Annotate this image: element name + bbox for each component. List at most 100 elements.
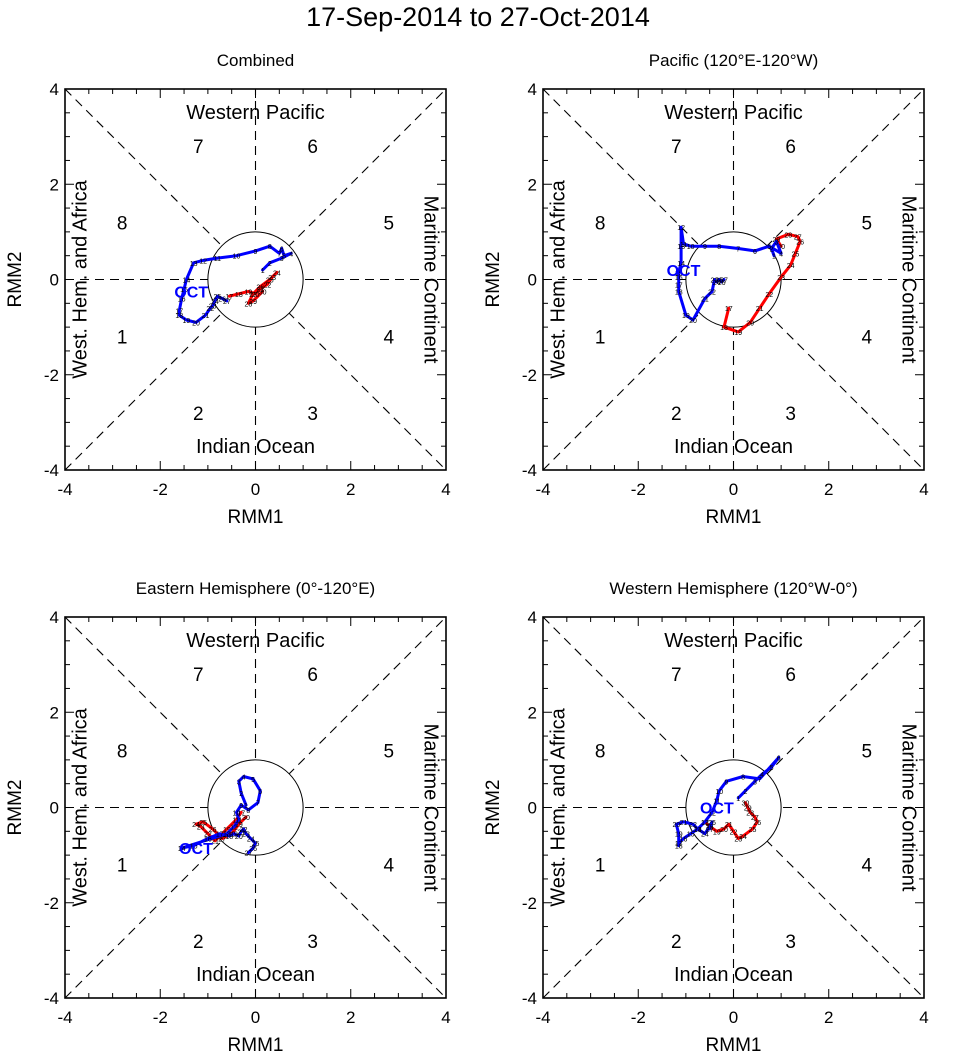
day-label: 7 — [277, 251, 281, 258]
day-label: 11 — [235, 817, 242, 824]
day-label: 9 — [703, 244, 707, 251]
region-label-top: Western Pacific — [664, 102, 803, 124]
phase-number-1: 1 — [595, 328, 606, 349]
phase-number-2: 2 — [671, 932, 682, 953]
day-label: 23 — [268, 275, 276, 282]
day-label: 21 — [202, 313, 210, 320]
phase-number-4: 4 — [384, 856, 395, 877]
day-label: 17 — [175, 308, 183, 315]
y-tick-label: -2 — [522, 366, 537, 385]
series-line-september — [722, 232, 802, 334]
region-label-top: Western Pacific — [186, 102, 325, 124]
x-axis-label: RMM1 — [706, 1035, 762, 1056]
phase-number-4: 4 — [384, 328, 395, 349]
day-label: 26 — [256, 285, 264, 292]
region-label-right: Maritime Continent — [898, 196, 920, 364]
day-label: 19 — [675, 832, 683, 839]
day-label: 25 — [266, 278, 274, 285]
y-tick-label: -2 — [44, 366, 59, 385]
day-label: 8 — [741, 775, 745, 782]
phase-number-3: 3 — [307, 932, 318, 953]
day-label: 15 — [675, 270, 683, 277]
day-label: 13 — [223, 832, 231, 839]
day-label: 11 — [680, 242, 687, 249]
day-label: 20 — [689, 318, 697, 325]
day-label: 23 — [197, 825, 205, 832]
day-label: 18 — [175, 313, 183, 320]
x-tick-label: 2 — [346, 480, 355, 499]
day-label: 16 — [680, 836, 688, 843]
day-label: 17 — [216, 832, 224, 839]
day-label: 13 — [701, 820, 709, 827]
x-tick-label: -4 — [57, 1008, 72, 1027]
day-label: 17 — [725, 306, 733, 313]
day-label: 10 — [687, 244, 695, 251]
day-label: 16 — [204, 836, 212, 843]
month-label-oct: OCT — [700, 801, 734, 818]
chart-title: Western Hemisphere (120°W-0°) — [609, 579, 857, 598]
y-axis-label: RMM2 — [483, 780, 504, 836]
chart-eastern-hemisphere: Eastern Hemisphere (0°-120°E) -4-4 -2 -2 0 0 2… — [5, 579, 451, 1056]
phase-number-8: 8 — [595, 741, 606, 762]
unit-circle — [207, 231, 304, 328]
day-label: 25 — [199, 820, 207, 827]
x-tick-label: 0 — [729, 480, 738, 499]
day-label: 28 — [784, 232, 792, 239]
day-label: 26 — [249, 846, 257, 853]
y-tick-label: 2 — [528, 175, 537, 194]
day-label: 13 — [190, 261, 198, 268]
day-label: 14 — [677, 261, 685, 268]
day-label: 27 — [218, 836, 226, 843]
day-label: 26 — [209, 827, 217, 834]
day-label: 24 — [211, 299, 219, 306]
day-label: 7 — [736, 247, 740, 254]
x-axis-label: RMM1 — [706, 507, 762, 528]
day-label: 23 — [242, 832, 250, 839]
day-label: 17 — [675, 282, 683, 289]
day-label: 26 — [796, 239, 804, 246]
x-tick-label: -4 — [535, 1008, 550, 1027]
day-label: 22 — [240, 827, 248, 834]
day-label: 22 — [765, 292, 773, 299]
day-label: 18 — [675, 289, 683, 296]
phase-number-3: 3 — [785, 932, 796, 953]
day-label: 20 — [216, 834, 224, 841]
day-label: 18 — [720, 325, 728, 332]
day-label: 4 — [760, 772, 764, 779]
day-label: 9 — [724, 779, 728, 786]
day-label: 19 — [244, 289, 252, 296]
day-label: 14 — [694, 827, 702, 834]
region-label-left: West. Hem. and Africa — [547, 707, 569, 906]
region-label-bottom: Indian Ocean — [674, 436, 793, 458]
phase-number-8: 8 — [117, 213, 128, 234]
day-label: 25 — [706, 825, 714, 832]
day-label: 7 — [256, 801, 260, 808]
day-label: 27 — [794, 235, 802, 242]
day-label: 2 — [770, 247, 774, 254]
chart-title: Pacific (120°E-120°W) — [649, 51, 819, 70]
day-label: 13 — [677, 244, 685, 251]
chart-title: Eastern Hemisphere (0°-120°E) — [136, 579, 375, 598]
day-label: 9 — [239, 803, 243, 810]
day-label: 30 — [742, 801, 750, 808]
phase-number-5: 5 — [862, 741, 873, 762]
phase-number-5: 5 — [384, 213, 395, 234]
day-label: 17 — [675, 841, 683, 848]
day-label: 21 — [680, 820, 688, 827]
day-label: 16 — [178, 297, 186, 304]
day-label: 30 — [259, 289, 267, 296]
y-tick-label: 4 — [50, 80, 59, 99]
day-label: 26 — [218, 297, 226, 304]
day-label: 20 — [672, 822, 680, 829]
day-label: 19 — [230, 832, 238, 839]
day-label: 22 — [730, 829, 738, 836]
y-tick-label: 0 — [50, 271, 59, 290]
phase-number-2: 2 — [671, 404, 682, 425]
series-line-september — [227, 270, 279, 305]
y-tick-label: 0 — [528, 271, 537, 290]
day-label: 29 — [744, 806, 752, 813]
day-label: 24 — [787, 263, 795, 270]
day-label: 17 — [225, 294, 233, 301]
day-label: 8 — [717, 244, 721, 251]
day-label: 28 — [746, 810, 754, 817]
